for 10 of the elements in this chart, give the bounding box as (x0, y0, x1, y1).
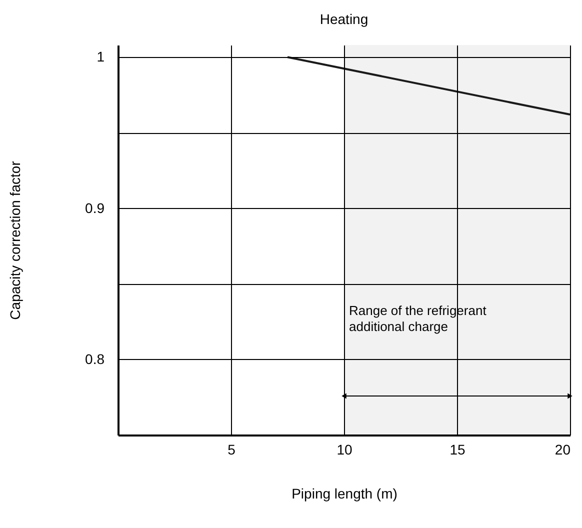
y-tick-label: 0.8 (85, 350, 105, 367)
x-tick-label: 5 (228, 442, 236, 458)
x-axis-title: Piping length (m) (292, 486, 398, 502)
x-tick-label: 20 (554, 442, 571, 458)
chart-title: Heating (320, 11, 368, 27)
y-tick-label: 0.9 (85, 200, 105, 216)
x-tick-label: 10 (336, 442, 352, 458)
y-axis-title: Capacity correction factor (7, 160, 24, 320)
y-tick-label: 1 (96, 48, 105, 65)
x-tick-label: 15 (450, 442, 466, 458)
